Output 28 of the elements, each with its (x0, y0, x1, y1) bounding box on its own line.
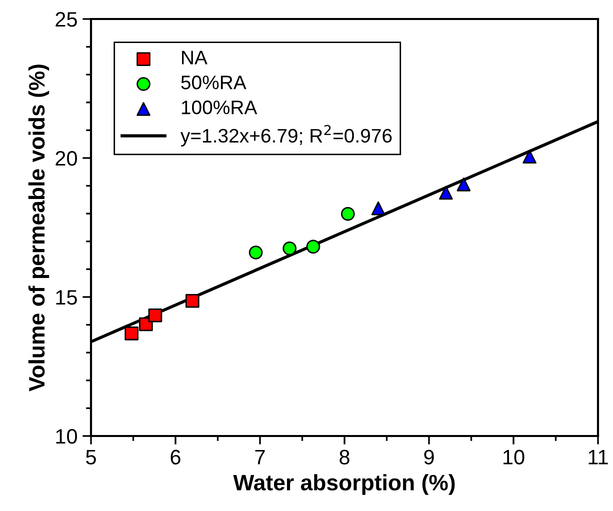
point (282, 241, 296, 256)
legend-label: y=1.32x+6.79; R$^{2}$=0.976 (180, 124, 392, 146)
legend-label: 50%RA (181, 76, 246, 90)
y-axis-title: Volume of permeable voids (%) (28, 64, 50, 392)
point (340, 206, 355, 221)
point (456, 178, 471, 192)
legend-label: NA (182, 50, 208, 64)
point (522, 150, 536, 164)
point (124, 326, 138, 340)
x-tick-label: 10 (504, 450, 524, 464)
point (306, 240, 320, 254)
x-tick-label: 5 (86, 450, 96, 464)
x-axis-title: Water absorption (%) (233, 474, 455, 495)
point (148, 308, 162, 322)
point (438, 186, 453, 200)
y-tick-label: 25 (56, 12, 77, 27)
x-tick-label: 6 (170, 450, 180, 464)
y-tick-label: 15 (56, 290, 77, 305)
point (371, 201, 386, 216)
x-tick-label: 11 (588, 450, 608, 464)
point (248, 246, 263, 260)
x-tick-label: 9 (424, 450, 434, 464)
y-tick-label: 10 (56, 429, 77, 444)
x-tick-label: 8 (340, 450, 350, 464)
point (185, 294, 200, 308)
legend-label: 100%RA (182, 100, 258, 114)
x-tick-label: 7 (255, 450, 265, 464)
y-tick-label: 20 (56, 151, 77, 166)
